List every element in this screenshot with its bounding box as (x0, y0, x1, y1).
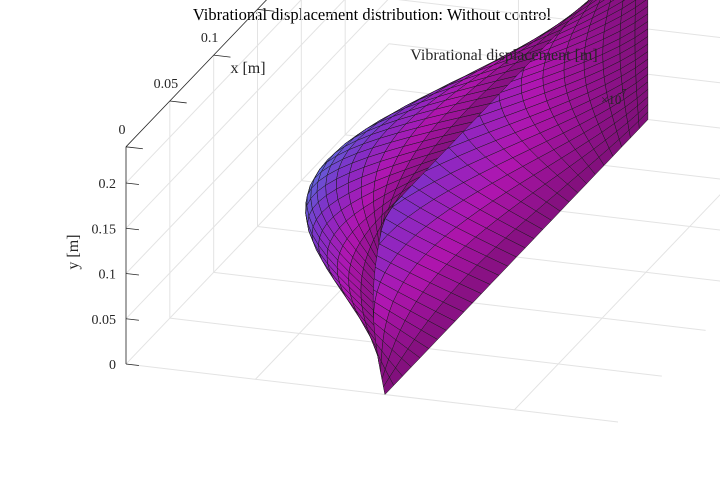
z-exponent-text: -7 (618, 88, 626, 99)
y-tick-label: 0.15 (92, 222, 117, 237)
y-tick-mark (125, 227, 139, 231)
x-tick-label: 0 (119, 123, 126, 138)
grid-line (125, 0, 345, 229)
grid-line (125, 0, 302, 184)
x-axis-label: x [m] (230, 60, 265, 77)
y-tick-mark (125, 318, 139, 321)
z-axis-exponent: ×10 -7 (601, 88, 626, 107)
x-tick-mark (257, 8, 275, 12)
y-tick-label: 0.1 (99, 268, 117, 283)
grid-line (125, 363, 619, 423)
y-tick-mark (125, 182, 139, 185)
z-axis-label: Vibrational displacement [m] (410, 47, 597, 64)
grid-line (514, 194, 720, 411)
x-tick-mark (125, 146, 143, 150)
y-tick-label: 0.2 (99, 177, 117, 192)
y-tick-mark (125, 363, 139, 366)
axis-layer (125, 0, 275, 366)
grid-line (125, 0, 389, 274)
y-tick-label: 0.05 (92, 313, 117, 328)
x-tick-label: 0.05 (154, 77, 179, 92)
y-axis-label: y [m] (65, 234, 82, 269)
grid-line (125, 43, 390, 320)
z-multiplier-text: ×10 (601, 92, 621, 107)
tick-layer: 00.050.10.150.20.2500.050.10.150.2-101 (92, 0, 266, 373)
surface-patch (383, 376, 395, 396)
y-tick-label: 0 (109, 358, 116, 373)
x-tick-mark (169, 100, 187, 104)
y-tick-mark (125, 273, 139, 276)
surface-layer (305, 0, 649, 396)
x-tick-label: 0.1 (201, 31, 219, 46)
x-tick-mark (213, 54, 231, 58)
